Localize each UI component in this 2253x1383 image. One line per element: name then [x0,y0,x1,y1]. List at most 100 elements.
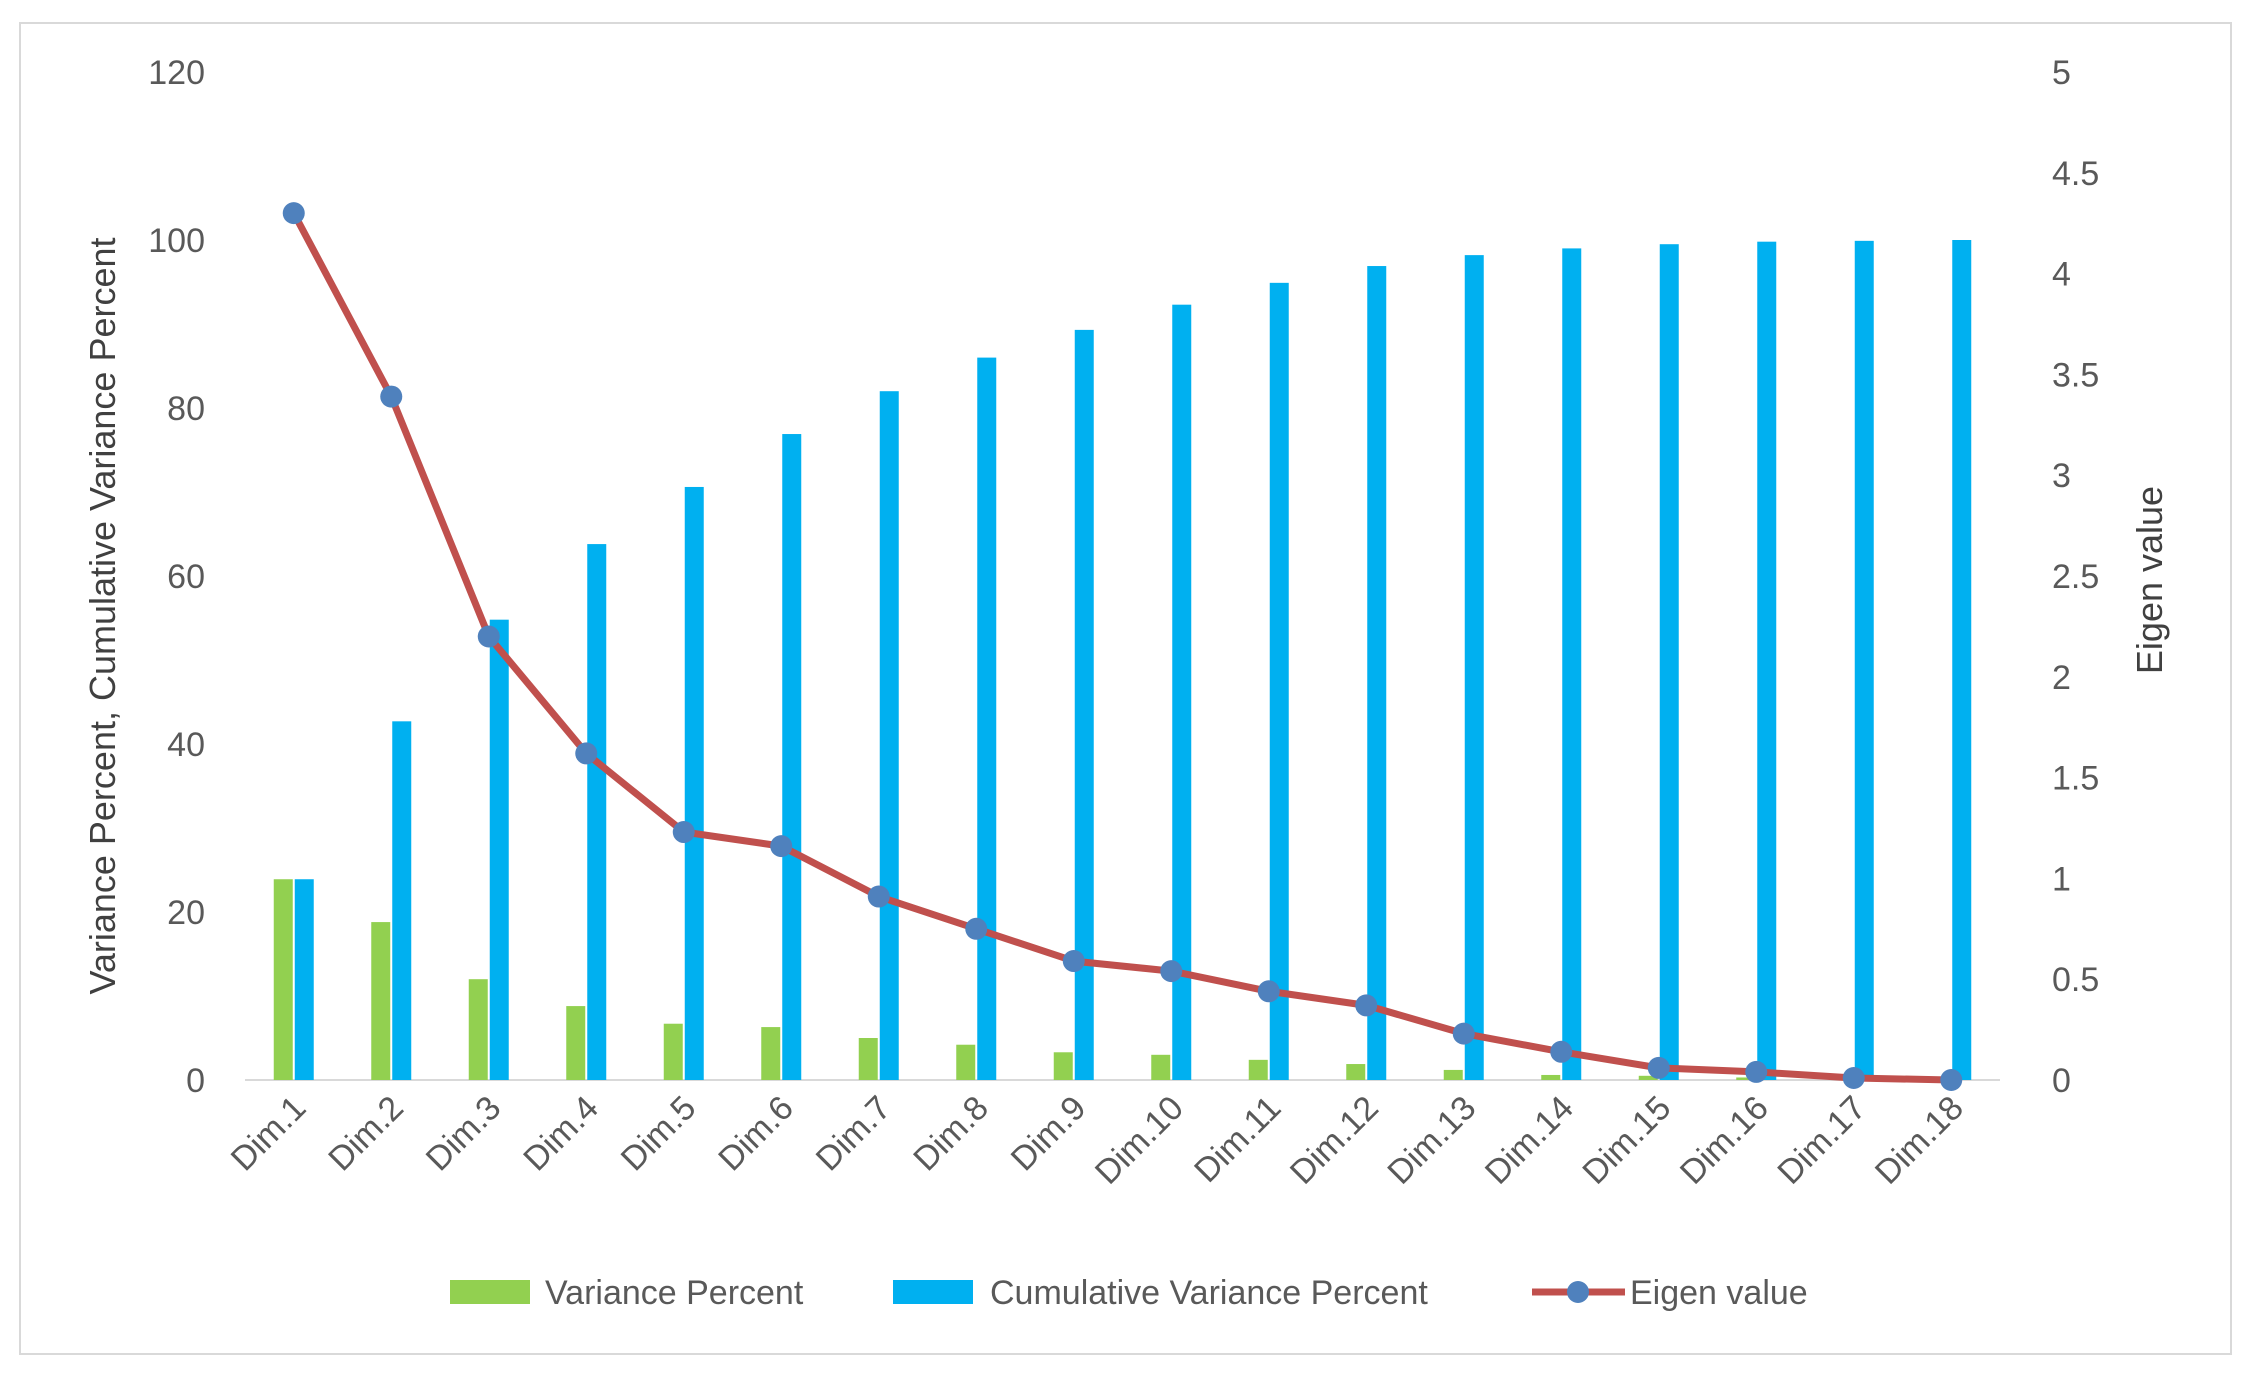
eigen-value-point [477,625,500,648]
y-tick-label: 40 [167,726,205,764]
bar-variance-percent [1638,1075,1658,1080]
x-tick-label: Dim.17 [1770,1089,1873,1192]
x-tick-label: Dim.18 [1868,1089,1971,1192]
eigen-value-point [672,821,695,844]
bar-cumulative-variance-percent [1562,248,1582,1080]
bar-variance-percent [1541,1074,1561,1080]
bar-variance-percent [1443,1069,1463,1080]
eigen-value-point [1452,1022,1475,1045]
y2-tick-label: 0.5 [2052,961,2099,999]
y2-tick-label: 3.5 [2052,356,2099,394]
x-tick-label: Dim.11 [1187,1089,1288,1190]
y2-tick-label: 1 [2052,860,2071,898]
bar-cumulative-variance-percent [1074,329,1094,1080]
bar-cumulative-variance-percent [489,619,509,1080]
y-tick-label: 20 [167,894,205,932]
eigen-value-point [1062,950,1085,973]
bar-cumulative-variance-percent [1464,255,1484,1080]
x-tick-label: Dim.2 [321,1089,411,1179]
bar-cumulative-variance-percent [1659,244,1679,1080]
y2-axis-title: Eigen value [2129,486,2170,674]
eigen-value-point [1842,1066,1865,1089]
bar-variance-percent [1736,1077,1756,1080]
y-tick-label: 0 [186,1062,205,1100]
legend-swatch-eigen-value-marker [1567,1281,1589,1303]
bar-variance-percent [566,1006,586,1080]
x-tick-label: Dim.1 [224,1089,314,1179]
eigen-value-point [1745,1060,1768,1083]
y-axis-title: Variance Percent, Cumulative Variance Pe… [82,237,123,994]
y-tick-label: 120 [148,54,205,92]
bar-cumulative-variance-percent [392,721,412,1080]
eigen-line-group [282,202,1963,1091]
bar-cumulative-variance-percent [587,544,607,1080]
eigen-value-point [1550,1040,1573,1063]
x-tick-label: Dim.16 [1673,1089,1776,1192]
y2-tick-label: 1.5 [2052,760,2099,798]
eigen-value-point [575,742,598,765]
x-tick-label: Dim.14 [1478,1089,1581,1192]
bar-variance-percent [1346,1064,1366,1080]
x-tick-label: Dim.15 [1575,1089,1678,1192]
x-tick-label: Dim.12 [1283,1089,1386,1192]
y2-tick-label: 2.5 [2052,558,2099,596]
eigen-value-point [282,202,305,225]
bar-cumulative-variance-percent [294,879,314,1080]
bar-variance-percent [761,1027,781,1080]
bar-cumulative-variance-percent [684,486,704,1081]
bar-variance-percent [1248,1059,1268,1080]
eigen-value-point [1647,1056,1670,1079]
bar-variance-percent [468,979,488,1080]
y2-tick-label: 0 [2052,1062,2071,1100]
x-tick-label: Dim.3 [419,1089,509,1179]
bar-variance-percent [1151,1054,1171,1080]
y-tick-label: 100 [148,222,205,260]
x-tick-label: Dim.9 [1004,1089,1094,1179]
x-tick-label: Dim.5 [614,1089,704,1179]
eigen-value-point [1257,980,1280,1003]
bar-cumulative-variance-percent [1757,241,1777,1080]
eigen-value-line [290,209,1955,1084]
y2-tick-label: 4.5 [2052,155,2099,193]
x-axis: Dim.1 Dim.2 Dim.3 Dim.4 Dim.5 Dim.6 Dim.7 Dim.8… [224,1089,1971,1192]
y2-tick-label: 3 [2052,457,2071,495]
eigen-value-point [1355,994,1378,1017]
y2-tick-label: 5 [2052,54,2071,92]
legend-label-variance-percent: Variance Percent [545,1274,804,1312]
bar-variance-percent [1053,1052,1073,1080]
x-tick-label: Dim.8 [906,1089,996,1179]
bar-cumulative-variance-percent [1269,282,1289,1081]
right-axis: 0 0.5 1 1.5 2 2.5 3 3.5 4 4.5 5 [2052,54,2099,1100]
eigen-value-point [380,385,403,408]
bar-cumulative-variance-percent [1172,304,1192,1080]
bars-group [273,240,1972,1081]
y-tick-label: 60 [167,558,205,596]
bar-cumulative-variance-percent [1367,266,1387,1080]
y-tick-label: 80 [167,390,205,428]
eigen-value-point [1160,960,1183,983]
x-tick-label: Dim.6 [711,1089,801,1179]
bar-cumulative-variance-percent [1952,240,1972,1080]
bar-variance-percent [663,1023,683,1080]
bar-variance-percent [858,1038,878,1080]
left-axis: 0 20 40 60 80 100 120 [148,54,205,1100]
x-tick-label: Dim.7 [809,1089,899,1179]
legend-swatch-variance-percent [450,1280,530,1304]
x-tick-label: Dim.13 [1380,1089,1483,1192]
eigen-value-point [965,917,988,940]
legend-swatch-cumulative-variance-percent [893,1280,973,1304]
bar-cumulative-variance-percent [1854,240,1874,1081]
bar-cumulative-variance-percent [879,391,899,1080]
y2-tick-label: 2 [2052,659,2071,697]
bar-variance-percent [273,879,293,1080]
bar-cumulative-variance-percent [977,357,997,1081]
eigen-value-point [867,885,890,908]
eigen-value-point [770,835,793,858]
legend: Variance Percent Cumulative Variance Per… [450,1274,1808,1312]
eigen-value-point [1940,1069,1963,1091]
bar-variance-percent [371,922,391,1080]
legend-label-eigen-value: Eigen value [1630,1274,1808,1312]
y2-tick-label: 4 [2052,256,2071,294]
x-tick-label: Dim.10 [1088,1089,1191,1192]
